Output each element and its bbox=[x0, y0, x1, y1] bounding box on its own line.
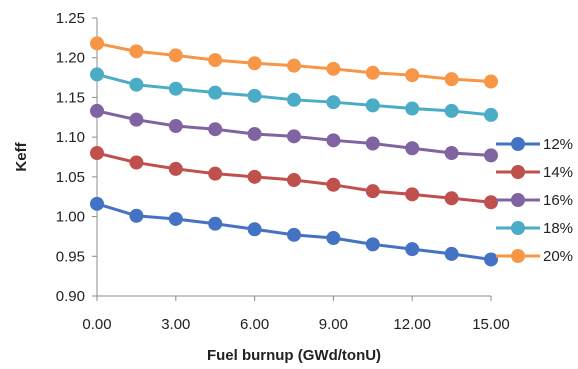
y-tick-label: 0.90 bbox=[56, 288, 85, 305]
data-point bbox=[326, 133, 341, 148]
y-tick-label: 1.00 bbox=[56, 209, 85, 226]
data-point bbox=[405, 101, 420, 116]
data-point bbox=[444, 191, 459, 206]
y-tick-label: 1.05 bbox=[56, 169, 85, 186]
legend-item: 18% bbox=[496, 220, 573, 237]
legend-label: 16% bbox=[543, 192, 573, 209]
data-point bbox=[444, 103, 459, 118]
x-tick-label: 12.00 bbox=[393, 316, 431, 333]
y-tick-label: 1.15 bbox=[56, 89, 85, 106]
data-point bbox=[365, 98, 380, 113]
data-point bbox=[208, 85, 223, 100]
legend-item: 12% bbox=[496, 136, 573, 153]
data-point bbox=[365, 65, 380, 80]
data-point bbox=[247, 169, 262, 184]
data-point bbox=[129, 208, 144, 223]
y-tick-label: 0.95 bbox=[56, 248, 85, 265]
data-point bbox=[365, 136, 380, 151]
y-axis-title: Keff bbox=[13, 141, 30, 171]
data-point bbox=[168, 81, 183, 96]
data-point bbox=[484, 74, 498, 89]
data-point bbox=[287, 173, 301, 188]
data-point bbox=[208, 122, 223, 137]
y-tick-label: 1.25 bbox=[56, 10, 85, 27]
data-point bbox=[484, 195, 498, 210]
data-point bbox=[484, 148, 498, 163]
x-tick-label: 6.00 bbox=[240, 316, 269, 333]
series-12pct bbox=[90, 196, 498, 267]
data-point bbox=[405, 141, 420, 156]
x-tick-label: 9.00 bbox=[319, 316, 348, 333]
y-tick-label: 1.20 bbox=[56, 50, 85, 67]
data-point bbox=[484, 252, 498, 267]
data-point bbox=[129, 155, 144, 170]
data-point bbox=[287, 129, 301, 144]
x-tick-label: 15.00 bbox=[472, 316, 510, 333]
data-point bbox=[287, 92, 301, 107]
data-point bbox=[247, 88, 262, 103]
data-point bbox=[208, 216, 223, 231]
data-point bbox=[365, 237, 380, 252]
data-point bbox=[326, 177, 341, 192]
data-point bbox=[168, 48, 183, 63]
data-point bbox=[90, 196, 104, 211]
data-point bbox=[444, 146, 459, 161]
data-point bbox=[287, 58, 301, 73]
data-point bbox=[168, 119, 183, 134]
legend: 12% 14% 16% 18% 20% bbox=[496, 136, 573, 265]
series-16pct bbox=[90, 103, 498, 163]
data-point bbox=[405, 187, 420, 202]
legend-item: 16% bbox=[496, 192, 573, 209]
data-point bbox=[90, 103, 104, 118]
legend-marker bbox=[511, 221, 525, 235]
legend-label: 20% bbox=[543, 248, 573, 265]
data-point bbox=[90, 36, 104, 51]
series-20pct bbox=[90, 36, 498, 89]
legend-marker bbox=[511, 193, 525, 207]
data-point bbox=[129, 77, 144, 92]
legend-label: 18% bbox=[543, 220, 573, 237]
data-point bbox=[247, 126, 262, 141]
y-tick-label: 1.10 bbox=[56, 129, 85, 146]
data-point bbox=[326, 95, 341, 110]
data-point bbox=[326, 61, 341, 76]
data-point bbox=[484, 107, 498, 122]
data-point bbox=[405, 68, 420, 83]
data-point bbox=[326, 231, 341, 246]
data-point bbox=[129, 112, 144, 127]
series-18pct bbox=[90, 67, 498, 122]
x-tick-label: 3.00 bbox=[161, 316, 190, 333]
data-point bbox=[444, 246, 459, 261]
data-point bbox=[287, 227, 301, 242]
series-layer bbox=[90, 36, 498, 267]
data-point bbox=[208, 53, 223, 68]
legend-label: 14% bbox=[543, 164, 573, 181]
data-point bbox=[405, 242, 420, 257]
legend-marker bbox=[511, 165, 525, 179]
legend-label: 12% bbox=[543, 136, 573, 153]
x-axis-title: Fuel burnup (GWd/tonU) bbox=[207, 347, 381, 364]
x-tick-label: 0.00 bbox=[82, 316, 111, 333]
data-point bbox=[168, 211, 183, 226]
series-14pct bbox=[90, 146, 498, 210]
data-point bbox=[90, 67, 104, 82]
legend-item: 20% bbox=[496, 248, 573, 265]
data-point bbox=[247, 56, 262, 71]
data-point bbox=[247, 222, 262, 237]
axes: 0.90 0.95 1.00 1.05 1.10 1.15 1.20 1.25 0.00 3.00… bbox=[56, 10, 510, 333]
data-point bbox=[444, 72, 459, 87]
data-point bbox=[208, 166, 223, 181]
legend-marker bbox=[511, 249, 525, 263]
data-point bbox=[129, 44, 144, 59]
data-point bbox=[365, 184, 380, 199]
data-point bbox=[168, 161, 183, 176]
legend-item: 14% bbox=[496, 164, 573, 181]
data-point bbox=[90, 146, 104, 161]
legend-marker bbox=[511, 137, 525, 151]
